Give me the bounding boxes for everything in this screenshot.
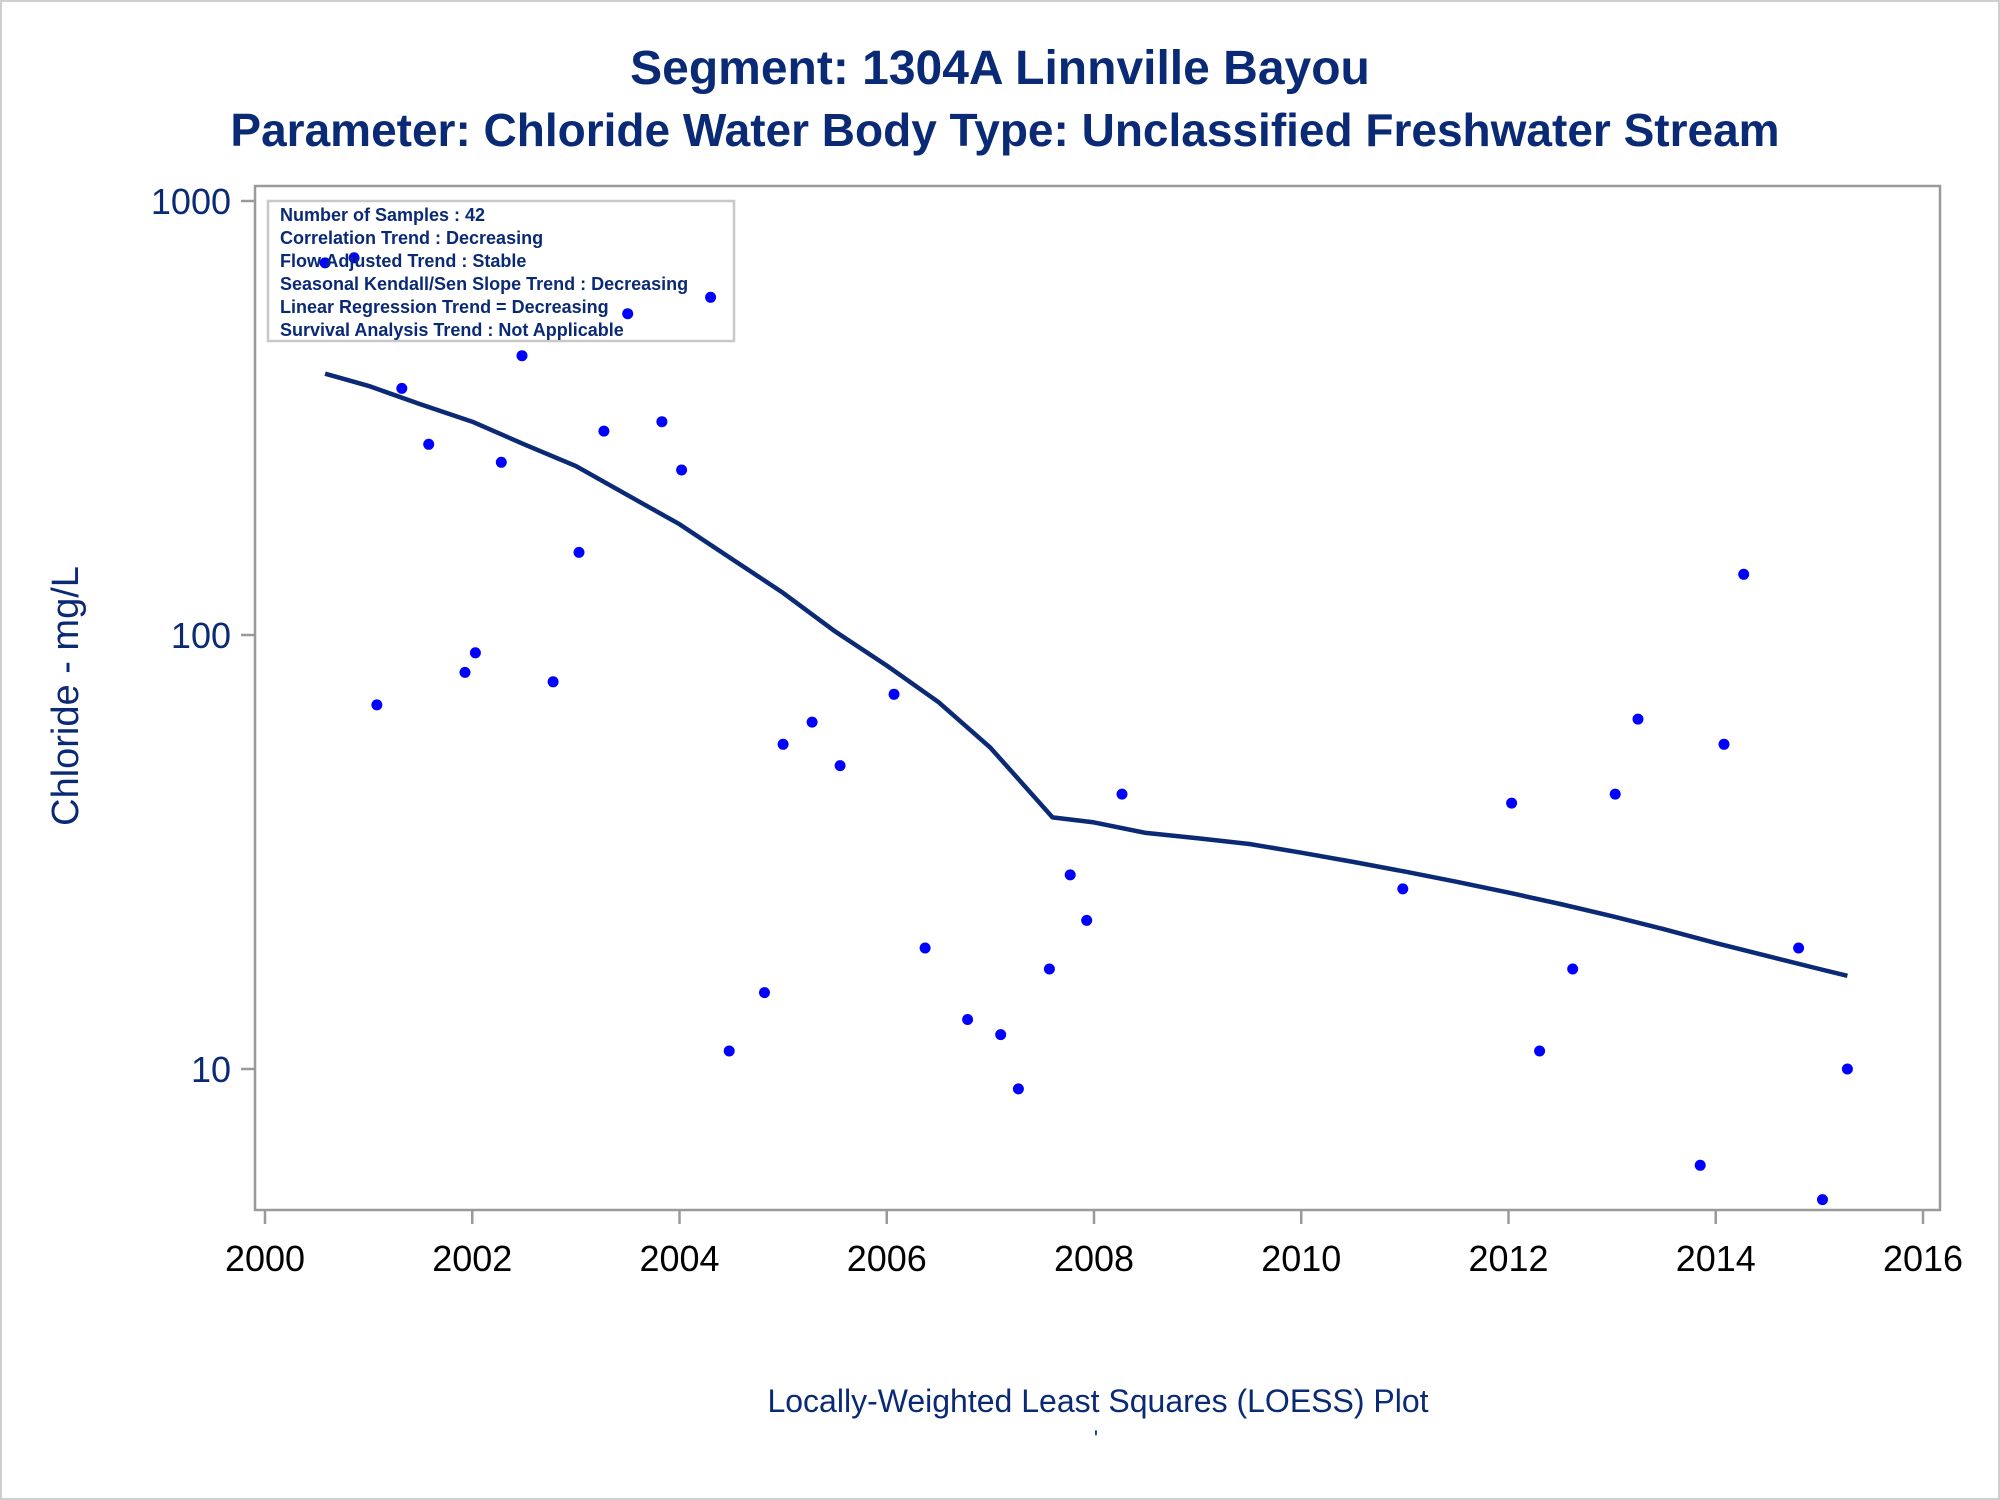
- x-axis-label: Locally-Weighted Least Squares (LOESS) P…: [767, 1383, 1428, 1419]
- legend-entry: Number of Samples : 42: [280, 205, 485, 225]
- legend-entry: Seasonal Kendall/Sen Slope Trend : Decre…: [280, 274, 688, 294]
- data-point: [573, 546, 585, 558]
- data-point: [1632, 713, 1644, 725]
- data-point: [396, 382, 408, 394]
- data-point: [423, 438, 435, 450]
- legend-entry: Flow Adjusted Trend : Stable: [280, 251, 526, 271]
- data-point: [1043, 963, 1055, 975]
- x-tick-label: 2016: [1883, 1238, 1963, 1279]
- x-tick-label: 2008: [1054, 1238, 1134, 1279]
- y-axis-label: Chloride - mg/L: [45, 566, 87, 826]
- loess-line-series: [324, 371, 1848, 978]
- loess-line: [324, 371, 1848, 978]
- chart-title: Segment: 1304A Linnville Bayou: [630, 42, 1370, 95]
- data-point: [469, 647, 481, 659]
- x-tick-label: 2004: [639, 1238, 719, 1279]
- data-point: [516, 350, 528, 362]
- data-point: [676, 464, 688, 476]
- x-axis: 2000 2002 2004 2006 2008 2010 2012 2014 2016: [225, 1210, 1963, 1279]
- y-axis: 10 100 1000: [151, 181, 255, 1090]
- footnote-mark: ': [1094, 1426, 1098, 1451]
- data-point: [806, 716, 818, 728]
- data-point: [1841, 1063, 1853, 1075]
- chart-subtitle: Parameter: Chloride Water Body Type: Unc…: [230, 104, 1779, 156]
- data-point: [371, 699, 383, 711]
- x-tick-label: 2010: [1261, 1238, 1341, 1279]
- legend-box-border: [266, 199, 736, 343]
- data-point: [622, 308, 634, 320]
- sample-points-series: [319, 252, 1853, 1206]
- data-point: [1694, 1159, 1706, 1171]
- data-point: [777, 738, 789, 750]
- x-tick-label: 2000: [225, 1238, 305, 1279]
- data-point: [919, 942, 931, 954]
- x-tick-label: 2012: [1468, 1238, 1548, 1279]
- data-point: [995, 1029, 1007, 1041]
- data-point: [1506, 797, 1518, 809]
- data-point: [759, 987, 770, 999]
- data-point: [962, 1014, 974, 1025]
- data-point: [1081, 914, 1093, 926]
- y-tick-label: 10: [191, 1049, 231, 1090]
- data-point: [1738, 568, 1750, 580]
- data-point: [547, 676, 559, 688]
- x-tick-label: 2014: [1676, 1238, 1756, 1279]
- data-point: [1567, 963, 1579, 975]
- data-point: [1793, 942, 1805, 954]
- data-point: [495, 456, 507, 468]
- data-point: [1064, 869, 1076, 881]
- y-tick-label: 1000: [151, 181, 231, 222]
- data-point: [723, 1045, 735, 1057]
- data-point: [319, 257, 331, 269]
- data-point: [1718, 738, 1730, 750]
- data-point: [459, 666, 471, 678]
- data-point: [1817, 1194, 1828, 1206]
- data-point: [1534, 1045, 1546, 1057]
- data-point: [1397, 883, 1409, 895]
- legend-entry: Linear Regression Trend = Decreasing: [280, 297, 609, 317]
- data-point: [348, 252, 360, 264]
- y-tick-label: 100: [171, 615, 231, 656]
- data-point: [705, 291, 717, 303]
- data-point: [834, 760, 846, 772]
- x-tick-label: 2006: [847, 1238, 927, 1279]
- data-point: [1609, 788, 1621, 800]
- legend-entry: Survival Analysis Trend : Not Applicable: [280, 320, 624, 340]
- data-point: [888, 688, 900, 700]
- data-point: [1116, 788, 1128, 800]
- x-tick-label: 2002: [432, 1238, 512, 1279]
- data-point: [598, 425, 610, 437]
- plot-area: [253, 184, 1942, 1212]
- legend-entry: Correlation Trend : Decreasing: [280, 228, 543, 248]
- data-point: [656, 416, 668, 428]
- data-point: [1012, 1083, 1024, 1095]
- legend-box: Number of Samples : 42 Correlation Trend …: [266, 199, 736, 343]
